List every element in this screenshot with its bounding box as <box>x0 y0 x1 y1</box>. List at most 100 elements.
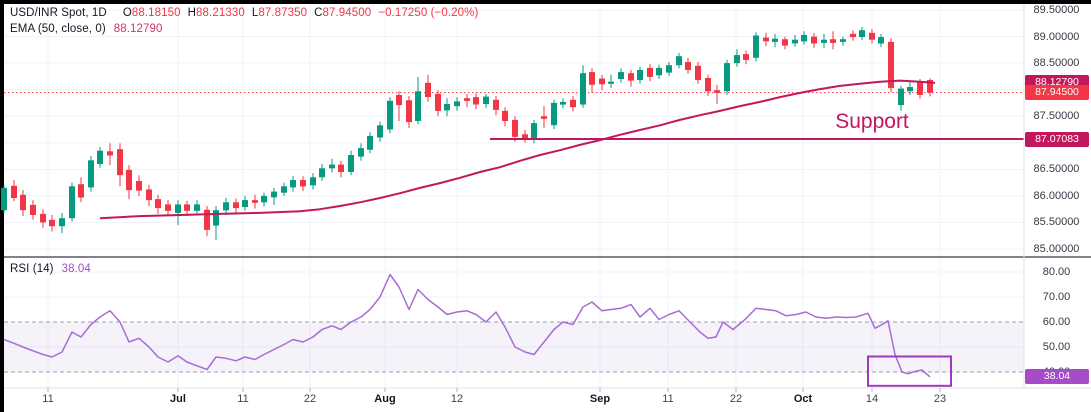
candlestick-series[interactable] <box>1 27 933 240</box>
candle-body <box>194 204 200 211</box>
candle-body <box>11 185 17 198</box>
candle-body <box>59 218 65 227</box>
candle-body <box>493 99 499 110</box>
candle-body <box>425 82 431 98</box>
candle-body <box>464 98 470 101</box>
time-axis-label: 12 <box>450 393 464 405</box>
high-value: 88.21330 <box>196 7 245 19</box>
support-annotation[interactable]: Support <box>835 110 909 134</box>
time-axis-label: Sep <box>589 393 611 405</box>
candle-body <box>483 96 489 104</box>
time-axis-label: Jul <box>170 393 186 405</box>
time-axis-label: 23 <box>933 393 947 405</box>
candle-body <box>396 95 402 106</box>
candle-body <box>435 93 441 111</box>
time-axis-label: 22 <box>303 393 317 405</box>
close-value: 87.94500 <box>322 7 372 19</box>
candle-body <box>782 39 788 46</box>
time-axis[interactable]: 11 Jul 11 22 Aug 12 Sep 11 22 Oct 14 23 <box>0 393 1091 412</box>
candle-body <box>117 149 123 176</box>
open-label: O <box>122 7 132 19</box>
candle-body <box>20 194 26 211</box>
price-axis-label: 85.50000 <box>1033 216 1080 229</box>
candle-body <box>473 97 479 105</box>
candle-body <box>927 80 933 93</box>
candle-body <box>647 67 653 77</box>
candle-body <box>406 100 412 123</box>
candle-body <box>917 82 923 95</box>
rsi-legend[interactable]: RSI (14) 38.04 <box>10 263 91 275</box>
candle-body <box>126 169 132 191</box>
rsi-axis-label: 80.00 <box>1042 266 1071 278</box>
candle-body <box>261 195 267 203</box>
candle-body <box>387 100 393 130</box>
candle-body <box>502 110 508 121</box>
candle-body <box>30 204 36 215</box>
candle-body <box>705 78 711 92</box>
candle-body <box>348 155 354 172</box>
candle-body <box>223 202 229 211</box>
candle-body <box>541 116 547 119</box>
candle-body <box>290 180 296 188</box>
candle-body <box>136 181 142 191</box>
rsi-indicator-value: 38.04 <box>61 263 91 275</box>
candle-body <box>358 148 364 157</box>
rsi-highlight-rect[interactable] <box>867 355 952 387</box>
open-value: 88.18150 <box>131 7 181 19</box>
candle-body <box>792 39 798 44</box>
support-price-badge: 87.07083 <box>1025 131 1089 147</box>
rsi-axis-label: 50.00 <box>1042 341 1071 353</box>
ema-indicator-value: 88.12790 <box>113 23 163 35</box>
candle-body <box>850 33 856 38</box>
candle-body <box>271 191 277 198</box>
candle-body <box>589 72 595 85</box>
candle-body <box>801 35 807 42</box>
candle-body <box>685 62 691 70</box>
candle-body <box>454 101 460 107</box>
candle-body <box>637 70 643 81</box>
candle-body <box>743 54 749 60</box>
price-axis-label: 89.00000 <box>1033 30 1080 43</box>
rsi-axis-label: 70.00 <box>1042 291 1071 303</box>
candle-body <box>522 134 528 140</box>
candle-body <box>618 72 624 79</box>
candle-body <box>233 202 239 209</box>
ema-legend[interactable]: EMA (50, close, 0) 88.12790 <box>10 23 163 35</box>
candle-body <box>175 204 181 213</box>
candle-body <box>1 187 7 211</box>
candle-body <box>49 219 55 227</box>
candle-body <box>666 65 672 73</box>
candle-body <box>714 90 720 93</box>
candle-body <box>560 101 566 105</box>
time-axis-label: 11 <box>237 393 249 405</box>
candle-body <box>599 78 605 85</box>
symbol-legend[interactable]: USD/INR Spot, 1D O88.18150 H88.21330 L87.87… <box>10 7 478 19</box>
candle-body <box>676 56 682 66</box>
rsi-line[interactable] <box>3 273 931 378</box>
ema-line[interactable] <box>99 79 936 220</box>
candle-body <box>570 99 576 108</box>
candle-body <box>772 38 778 42</box>
low-value: 87.87350 <box>258 7 308 19</box>
candle-body <box>840 39 846 42</box>
candle-body <box>252 200 258 203</box>
price-axis-label: 89.50000 <box>1033 4 1080 16</box>
candle-body <box>107 151 113 156</box>
time-axis-label: 14 <box>865 393 879 405</box>
rsi-axis-label: 60.00 <box>1042 316 1071 328</box>
candle-body <box>724 63 730 92</box>
candle-body <box>155 199 161 209</box>
candle-body <box>377 125 383 138</box>
candle-body <box>551 102 557 126</box>
candle-body <box>242 200 248 207</box>
candle-body <box>329 164 335 169</box>
candle-body <box>811 36 817 44</box>
high-label: H <box>187 7 197 19</box>
candle-body <box>695 65 701 81</box>
candle-body <box>628 73 634 81</box>
price-axis-label: 86.00000 <box>1033 189 1080 202</box>
candle-body <box>69 186 75 219</box>
candle-body <box>859 30 865 38</box>
candle-body <box>146 189 152 201</box>
